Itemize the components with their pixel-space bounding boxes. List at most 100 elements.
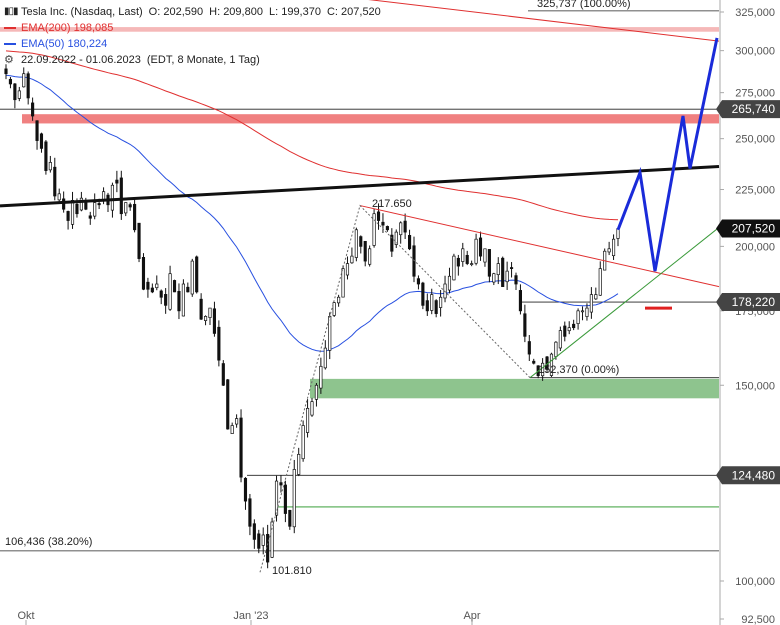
x-tick-label: Apr	[463, 610, 480, 622]
candle-body	[594, 294, 598, 300]
y-tick-label: 250,000	[735, 134, 775, 146]
candle-body	[589, 294, 593, 313]
candle-body	[332, 302, 336, 316]
candle-body	[48, 162, 52, 171]
candle-body	[416, 278, 421, 285]
candle-body	[217, 326, 221, 361]
y-tick-label: 300,000	[735, 46, 775, 58]
candle-body	[35, 120, 39, 141]
candle-body	[301, 425, 305, 460]
candle-body	[478, 237, 483, 257]
candle-body	[115, 179, 119, 184]
candle-body	[110, 184, 115, 211]
candle-body	[319, 365, 323, 389]
candle-body	[186, 286, 190, 293]
price-tag	[716, 219, 780, 238]
candle-body	[372, 213, 376, 246]
candle-body	[572, 323, 576, 329]
candle-body	[350, 255, 354, 264]
candle-body	[146, 281, 150, 290]
candle-body	[97, 203, 101, 206]
candle-body	[75, 203, 79, 215]
candle-body	[8, 78, 13, 85]
y-tick-label: 325,000	[735, 7, 775, 19]
price-tags: 265,740 207,520 178,220 124,480	[716, 100, 780, 485]
candle-body	[257, 533, 261, 549]
candle-body	[297, 453, 301, 475]
candle-body	[567, 327, 571, 332]
candle-body	[341, 268, 345, 298]
candle-body	[283, 484, 287, 514]
price-tag-label: 124,480	[732, 468, 776, 482]
price-tag-label: 178,220	[732, 295, 776, 309]
candle-body	[487, 249, 491, 277]
y-tick-label: 92,500	[741, 614, 775, 625]
y-tick-label: 200,000	[735, 241, 775, 253]
legend-ema50-row: EMA(50) 180,224	[4, 36, 381, 52]
candle-body	[421, 282, 425, 306]
candle-body	[412, 245, 416, 277]
chart-annotation: 106,436 (38.20%)	[5, 536, 92, 548]
candle-body	[141, 257, 146, 290]
candle-body	[611, 238, 616, 257]
candle-body	[323, 347, 327, 369]
candle-body	[390, 234, 394, 252]
open-value: 202,590	[163, 6, 204, 18]
candle-body	[62, 198, 66, 210]
low-label: L:	[268, 6, 279, 18]
candle-body	[57, 193, 61, 201]
candle-body	[501, 257, 505, 287]
candle-body	[598, 268, 602, 296]
ema200-swatch	[4, 27, 16, 29]
candle-body	[541, 362, 545, 377]
red-downtrend	[359, 205, 720, 288]
candle-body	[425, 300, 429, 312]
candle-body	[509, 267, 514, 269]
candle-body	[212, 308, 217, 334]
legend-instrument-row: ▮▯▮ Tesla Inc. (Nasdaq, Last) O: 202,590…	[4, 4, 381, 20]
candle-body	[44, 141, 48, 171]
candle-body	[235, 418, 239, 425]
candle-body	[470, 263, 474, 265]
candle-body	[337, 296, 341, 304]
period-range: 22.09.2022 - 01.06.2023	[21, 54, 141, 66]
candle-body	[381, 221, 385, 226]
candle-body	[505, 270, 509, 283]
candle-body	[124, 202, 128, 214]
candle-body	[292, 469, 296, 528]
price-tag-label: 207,520	[732, 222, 776, 236]
candle-body	[527, 341, 531, 355]
candle-body	[39, 133, 44, 149]
candle-body	[461, 248, 465, 262]
candle-body	[230, 425, 234, 434]
close-label: C:	[326, 6, 338, 18]
candle-body	[452, 255, 456, 281]
candlestick-icon: ▮▯▮	[4, 6, 19, 17]
chart-annotation: 152,370 (0.00%)	[538, 364, 619, 376]
y-tick-label: 100,000	[735, 576, 775, 588]
candle-body	[17, 90, 21, 99]
fib-swing-line	[259, 204, 531, 573]
candle-body	[79, 197, 83, 211]
candle-body	[580, 310, 585, 313]
settings-icon[interactable]: ⚙	[4, 54, 14, 66]
candle-body	[585, 307, 589, 317]
candlesticks	[4, 64, 620, 569]
candle-body	[532, 360, 536, 364]
candle-body	[345, 263, 350, 276]
price-zones	[0, 27, 719, 399]
candle-body	[239, 417, 243, 478]
candle-body	[407, 235, 412, 250]
candle-body	[483, 248, 487, 263]
candle-body	[288, 509, 292, 527]
candle-body	[137, 222, 141, 259]
low-value: 199,370	[281, 6, 321, 18]
candle-body	[274, 480, 279, 516]
chart-annotation: 217.650	[372, 198, 412, 210]
candle-body	[181, 283, 185, 317]
ema200-line	[5, 50, 619, 221]
legend-period-row: ⚙ 22.09.2022 - 01.06.2023 (EDT, 8 Monate…	[4, 52, 381, 68]
chart-annotation: 325,737 (100.00%)	[537, 0, 631, 10]
candle-body	[305, 407, 310, 433]
